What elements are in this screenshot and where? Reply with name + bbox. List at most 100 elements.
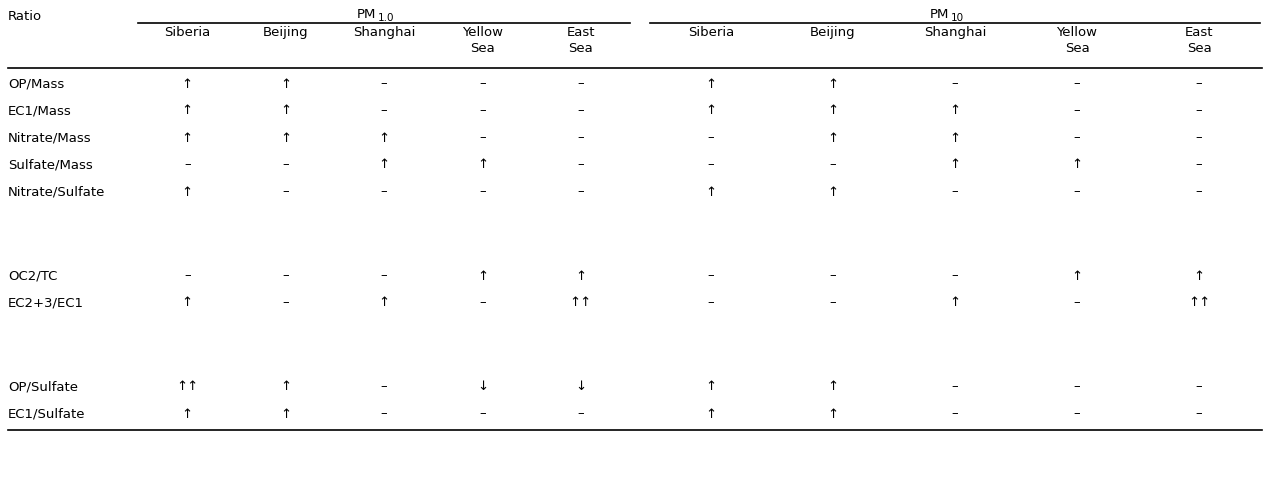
Text: ↑: ↑ bbox=[706, 78, 716, 91]
Text: –: – bbox=[951, 269, 958, 283]
Text: Shanghai: Shanghai bbox=[923, 26, 986, 39]
Text: ↑: ↑ bbox=[477, 269, 488, 283]
Text: Siberia: Siberia bbox=[164, 26, 210, 39]
Text: –: – bbox=[951, 381, 958, 394]
Text: –: – bbox=[951, 186, 958, 198]
Text: East
Sea: East Sea bbox=[1184, 26, 1213, 55]
Text: Shanghai: Shanghai bbox=[352, 26, 415, 39]
Text: –: – bbox=[707, 297, 715, 309]
Text: –: – bbox=[480, 104, 486, 117]
Text: OC2/TC: OC2/TC bbox=[8, 269, 57, 283]
Text: EC2+3/EC1: EC2+3/EC1 bbox=[8, 297, 84, 309]
Text: 1.0: 1.0 bbox=[378, 13, 394, 23]
Text: –: – bbox=[184, 269, 191, 283]
Text: ↑: ↑ bbox=[828, 186, 838, 198]
Text: –: – bbox=[1074, 407, 1080, 420]
Text: ↑: ↑ bbox=[182, 297, 193, 309]
Text: –: – bbox=[1196, 186, 1202, 198]
Text: –: – bbox=[480, 132, 486, 145]
Text: ↑: ↑ bbox=[182, 104, 193, 117]
Text: ↑: ↑ bbox=[280, 104, 291, 117]
Text: ↑↑: ↑↑ bbox=[570, 297, 591, 309]
Text: ↑: ↑ bbox=[379, 132, 389, 145]
Text: –: – bbox=[1196, 381, 1202, 394]
Text: –: – bbox=[380, 269, 387, 283]
Text: –: – bbox=[1196, 407, 1202, 420]
Text: ↑↑: ↑↑ bbox=[176, 381, 198, 394]
Text: EC1/Mass: EC1/Mass bbox=[8, 104, 71, 117]
Text: –: – bbox=[1196, 158, 1202, 171]
Text: 10: 10 bbox=[951, 13, 964, 23]
Text: –: – bbox=[577, 104, 584, 117]
Text: –: – bbox=[480, 407, 486, 420]
Text: ↑: ↑ bbox=[949, 104, 960, 117]
Text: ↑: ↑ bbox=[949, 158, 960, 171]
Text: –: – bbox=[480, 186, 486, 198]
Text: –: – bbox=[184, 158, 191, 171]
Text: ↑: ↑ bbox=[828, 104, 838, 117]
Text: –: – bbox=[1196, 132, 1202, 145]
Text: OP/Mass: OP/Mass bbox=[8, 78, 65, 91]
Text: ↑↑: ↑↑ bbox=[1188, 297, 1210, 309]
Text: –: – bbox=[577, 407, 584, 420]
Text: ↑: ↑ bbox=[280, 407, 291, 420]
Text: ↑: ↑ bbox=[706, 407, 716, 420]
Text: –: – bbox=[1074, 104, 1080, 117]
Text: Yellow
Sea: Yellow Sea bbox=[1057, 26, 1098, 55]
Text: –: – bbox=[1196, 104, 1202, 117]
Text: ↑: ↑ bbox=[828, 132, 838, 145]
Text: ↑: ↑ bbox=[182, 186, 193, 198]
Text: ↓: ↓ bbox=[575, 381, 586, 394]
Text: ↑: ↑ bbox=[706, 104, 716, 117]
Text: –: – bbox=[380, 381, 387, 394]
Text: –: – bbox=[951, 407, 958, 420]
Text: EC1/Sulfate: EC1/Sulfate bbox=[8, 407, 85, 420]
Text: –: – bbox=[577, 132, 584, 145]
Text: ↑: ↑ bbox=[379, 158, 389, 171]
Text: OP/Sulfate: OP/Sulfate bbox=[8, 381, 78, 394]
Text: ↑: ↑ bbox=[1193, 269, 1205, 283]
Text: –: – bbox=[480, 297, 486, 309]
Text: –: – bbox=[1074, 381, 1080, 394]
Text: PM: PM bbox=[356, 8, 377, 21]
Text: –: – bbox=[282, 186, 289, 198]
Text: –: – bbox=[380, 78, 387, 91]
Text: –: – bbox=[829, 297, 836, 309]
Text: ↑: ↑ bbox=[949, 297, 960, 309]
Text: ↑: ↑ bbox=[280, 381, 291, 394]
Text: Yellow
Sea: Yellow Sea bbox=[462, 26, 502, 55]
Text: –: – bbox=[951, 78, 958, 91]
Text: –: – bbox=[282, 158, 289, 171]
Text: ↑: ↑ bbox=[1071, 158, 1082, 171]
Text: –: – bbox=[282, 269, 289, 283]
Text: –: – bbox=[380, 104, 387, 117]
Text: Sulfate/Mass: Sulfate/Mass bbox=[8, 158, 93, 171]
Text: ↑: ↑ bbox=[182, 132, 193, 145]
Text: –: – bbox=[282, 297, 289, 309]
Text: –: – bbox=[380, 407, 387, 420]
Text: ↑: ↑ bbox=[949, 132, 960, 145]
Text: –: – bbox=[1074, 78, 1080, 91]
Text: –: – bbox=[707, 158, 715, 171]
Text: ↑: ↑ bbox=[477, 158, 488, 171]
Text: East
Sea: East Sea bbox=[566, 26, 595, 55]
Text: ↑: ↑ bbox=[575, 269, 586, 283]
Text: ↓: ↓ bbox=[477, 381, 488, 394]
Text: ↑: ↑ bbox=[280, 132, 291, 145]
Text: –: – bbox=[1074, 186, 1080, 198]
Text: ↑: ↑ bbox=[182, 78, 193, 91]
Text: ↑: ↑ bbox=[828, 381, 838, 394]
Text: –: – bbox=[380, 186, 387, 198]
Text: –: – bbox=[829, 158, 836, 171]
Text: Nitrate/Mass: Nitrate/Mass bbox=[8, 132, 92, 145]
Text: –: – bbox=[480, 78, 486, 91]
Text: –: – bbox=[829, 269, 836, 283]
Text: –: – bbox=[707, 132, 715, 145]
Text: –: – bbox=[1196, 78, 1202, 91]
Text: –: – bbox=[577, 78, 584, 91]
Text: Siberia: Siberia bbox=[688, 26, 734, 39]
Text: ↑: ↑ bbox=[828, 78, 838, 91]
Text: ↑: ↑ bbox=[379, 297, 389, 309]
Text: Beijing: Beijing bbox=[810, 26, 856, 39]
Text: –: – bbox=[1074, 297, 1080, 309]
